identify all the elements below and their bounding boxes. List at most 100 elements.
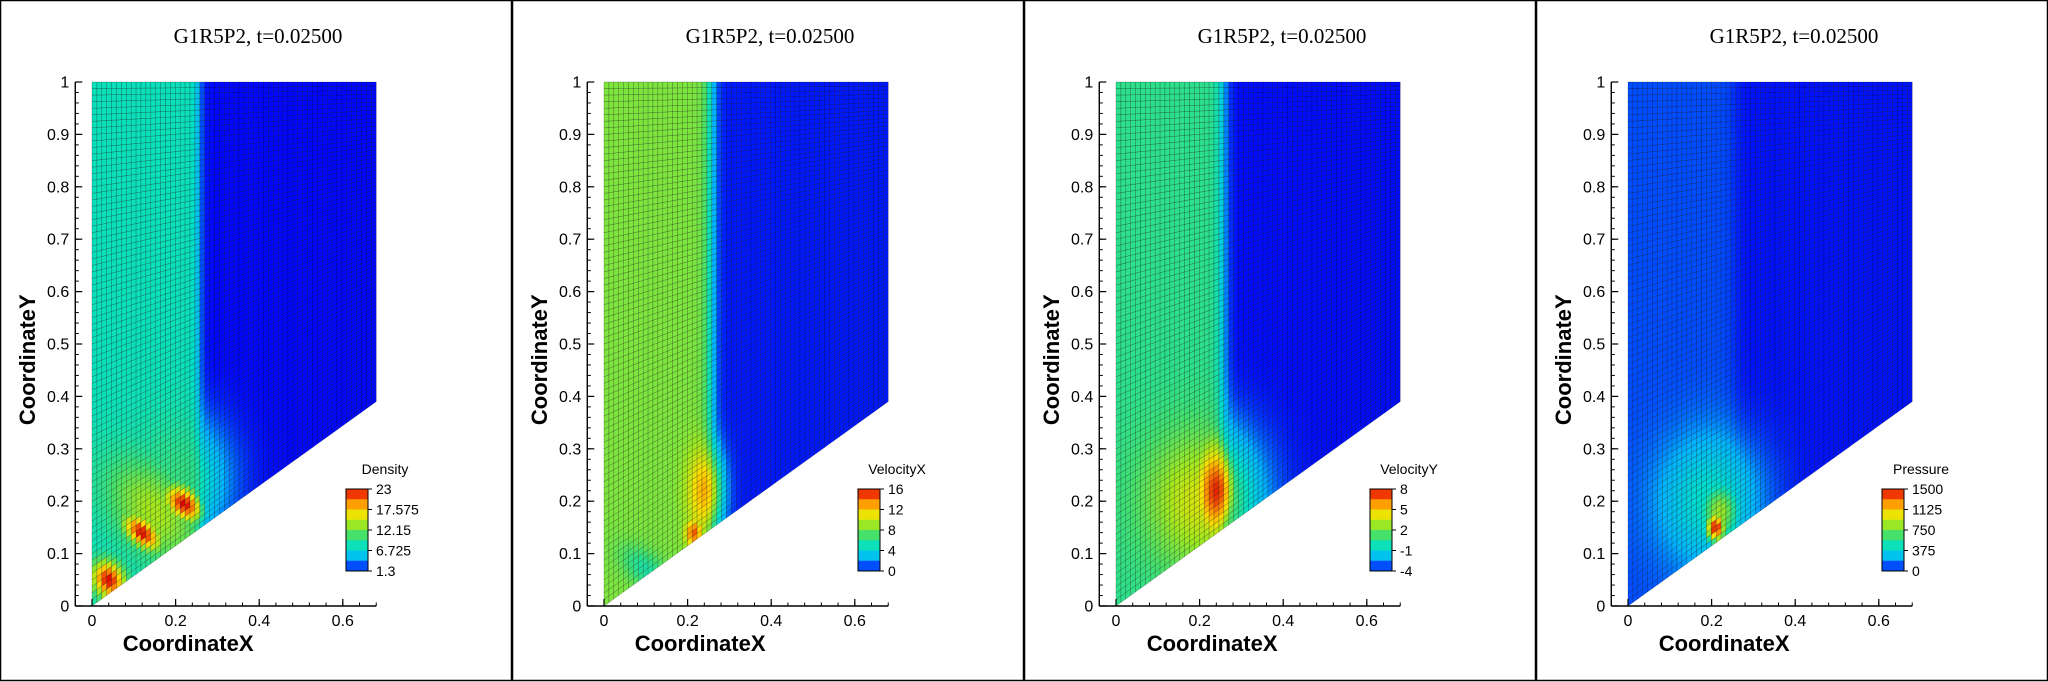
legend-band <box>1882 519 1904 531</box>
legend-band <box>1882 509 1904 521</box>
y-tick-label: 0.9 <box>47 127 69 144</box>
legend-band <box>1882 489 1904 500</box>
legend-level-label: 375 <box>1912 543 1936 559</box>
chart-panel-1: 0 0.2 0.4 0.6 0 0.1 0.2 0.3 0.4 0.5 0.6 0.7 0.8 0.9 1 C… <box>0 0 513 682</box>
y-axis-title: CoordinateY <box>527 294 552 425</box>
legend-band <box>858 509 880 521</box>
y-tick-label: 0.3 <box>1071 441 1093 458</box>
y-tick-label: 0.9 <box>1583 127 1605 144</box>
x-tick-label: 0.6 <box>844 613 866 630</box>
y-tick-label: 0.5 <box>1583 337 1605 354</box>
y-tick-label: 0.1 <box>1583 546 1605 563</box>
legend-level-label: -4 <box>1400 563 1413 579</box>
legend-title: Density <box>362 461 409 477</box>
x-tick-label: 0.2 <box>1188 613 1210 630</box>
x-tick-label: 0 <box>1624 613 1633 630</box>
y-tick-label: 0.1 <box>47 546 69 563</box>
x-tick-label: 0.2 <box>1700 613 1722 630</box>
legend-band <box>1370 509 1392 521</box>
legend-band <box>1370 499 1392 510</box>
legend-band <box>346 489 368 500</box>
legend-band <box>346 519 368 531</box>
legend-band <box>1882 499 1904 510</box>
legend-level-label: 17.575 <box>376 502 419 518</box>
y-tick-label: 0.7 <box>1071 232 1093 249</box>
contour-field <box>603 81 889 607</box>
contour-field <box>91 81 377 607</box>
legend-title: VelocityX <box>868 461 926 477</box>
x-tick-label: 0.6 <box>1356 613 1378 630</box>
legend-band <box>858 530 880 541</box>
legend-level-label: 1500 <box>1912 481 1943 497</box>
legend-level-label: 4 <box>888 543 896 559</box>
y-tick-label: 0.5 <box>559 337 581 354</box>
legend-band <box>346 499 368 510</box>
y-tick-label: 0.9 <box>559 127 581 144</box>
panel-frame <box>1023 0 1537 682</box>
legend-level-label: 6.725 <box>376 543 411 559</box>
legend-band <box>858 499 880 510</box>
y-tick-label: 0.5 <box>1071 337 1093 354</box>
y-axis-title: CoordinateY <box>1039 294 1064 425</box>
y-tick-label: 0.3 <box>1583 441 1605 458</box>
y-tick-label: 0.8 <box>1071 179 1093 196</box>
axes: 0 0.2 0.4 0.6 0 0.1 0.2 0.3 0.4 0.5 0.6 0.7 0.8 0.9 1 <box>47 75 377 630</box>
y-tick-label: 0.4 <box>1583 389 1605 406</box>
y-tick-label: 0.6 <box>1071 284 1093 301</box>
legend-level-label: 2 <box>1400 522 1408 538</box>
y-tick-label: 0.2 <box>1583 494 1605 511</box>
legend-band <box>1370 519 1392 531</box>
color-legend: Pressure 1500 1125 750 375 0 <box>1881 461 1949 579</box>
panel-title: G1R5P2, t=0.02500 <box>686 24 855 48</box>
y-tick-label: 1 <box>1084 75 1093 92</box>
y-tick-label: 0.3 <box>559 441 581 458</box>
y-tick-label: 0.4 <box>47 389 69 406</box>
y-tick-label: 0.2 <box>559 494 581 511</box>
legend-level-label: 8 <box>888 522 896 538</box>
x-tick-label: 0 <box>1112 613 1121 630</box>
x-tick-label: 0.6 <box>332 613 354 630</box>
y-tick-label: 0 <box>1596 599 1605 616</box>
legend-band <box>858 489 880 500</box>
legend-level-label: -1 <box>1400 543 1413 559</box>
contour-field <box>1627 81 1913 607</box>
color-legend: Density 23 17.575 12.15 6.725 1.3 <box>345 461 419 579</box>
x-axis-title: CoordinateX <box>635 631 766 656</box>
y-tick-label: 1 <box>572 75 581 92</box>
chart-panel-2: 0 0.2 0.4 0.6 0 0.1 0.2 0.3 0.4 0.5 0.6 0.7 0.8 0.9 1 C… <box>511 0 1025 682</box>
legend-band <box>858 550 880 562</box>
axes: 0 0.2 0.4 0.6 0 0.1 0.2 0.3 0.4 0.5 0.6 0.7 0.8 0.9 1 <box>1071 75 1401 630</box>
legend-level-label: 12.15 <box>376 522 411 538</box>
chart-panel-4: 0 0.2 0.4 0.6 0 0.1 0.2 0.3 0.4 0.5 0.6 0.7 0.8 0.9 1 C… <box>1535 0 2048 682</box>
x-axis-title: CoordinateX <box>1659 631 1790 656</box>
legend-band <box>346 560 368 572</box>
legend-band <box>858 519 880 531</box>
y-axis-title: CoordinateY <box>15 294 40 425</box>
y-tick-label: 0 <box>1084 599 1093 616</box>
legend-level-label: 0 <box>1912 563 1920 579</box>
legend-level-label: 23 <box>376 481 392 497</box>
axes: 0 0.2 0.4 0.6 0 0.1 0.2 0.3 0.4 0.5 0.6 0.7 0.8 0.9 1 <box>1583 75 1913 630</box>
panel-title: G1R5P2, t=0.02500 <box>174 24 343 48</box>
y-tick-label: 0.3 <box>47 441 69 458</box>
y-tick-label: 0.6 <box>1583 284 1605 301</box>
y-tick-label: 0.7 <box>47 232 69 249</box>
panel-frame <box>511 0 1025 682</box>
x-tick-label: 0.4 <box>760 613 782 630</box>
legend-level-label: 750 <box>1912 522 1936 538</box>
legend-band <box>1370 550 1392 562</box>
y-tick-label: 0.6 <box>47 284 69 301</box>
y-tick-label: 0.4 <box>559 389 581 406</box>
y-tick-label: 0.7 <box>1583 232 1605 249</box>
panel-frame <box>0 0 513 682</box>
legend-level-label: 0 <box>888 563 896 579</box>
legend-band <box>1370 560 1392 572</box>
y-tick-label: 1 <box>1596 75 1605 92</box>
legend-band <box>1370 530 1392 541</box>
x-tick-label: 0.2 <box>676 613 698 630</box>
legend-band <box>1882 540 1904 551</box>
x-tick-label: 0.4 <box>1272 613 1294 630</box>
x-tick-label: 0 <box>88 613 97 630</box>
panel-title: G1R5P2, t=0.02500 <box>1710 24 1879 48</box>
